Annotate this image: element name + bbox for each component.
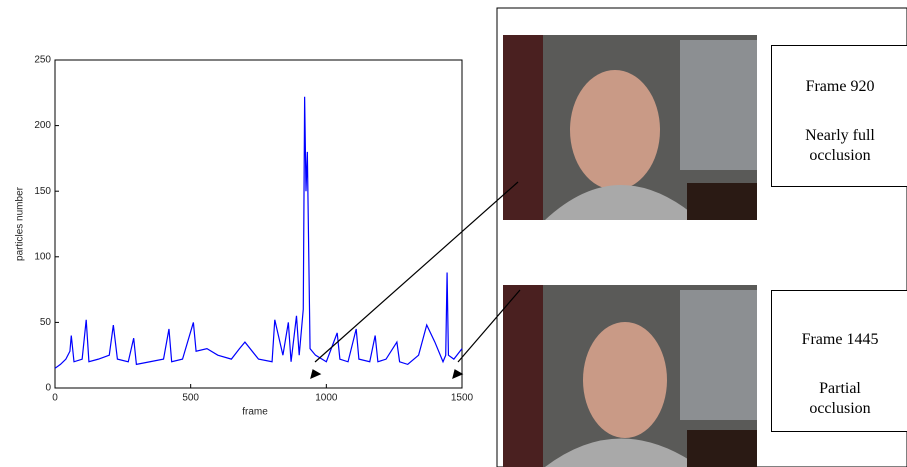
y-axis-label: particles number: [15, 186, 26, 261]
y-tick-label: 0: [45, 383, 51, 394]
photo: [503, 285, 757, 467]
plot-area: [55, 60, 462, 388]
annotation-frame: Frame 1445: [772, 331, 907, 349]
page: {"chart_data": {"type": "line", "x_label…: [0, 0, 907, 467]
y-tick-label: 250: [34, 55, 51, 66]
photo: [503, 35, 757, 220]
x-axis-label: frame: [242, 407, 268, 418]
x-tick-label: 500: [182, 393, 199, 404]
y-tick-label: 200: [34, 120, 51, 131]
annotation-label: Partial occlusion: [772, 379, 907, 419]
annotation-frame: Frame 920: [772, 78, 907, 96]
annotation-box: Frame 1445 Partial occlusion: [771, 290, 907, 432]
x-tick-label: 0: [52, 393, 58, 404]
annotation-label: Nearly full occlusion: [772, 126, 907, 166]
annotation-box: Frame 920 Nearly full occlusion: [771, 45, 907, 187]
x-tick-label: 1000: [315, 393, 338, 404]
x-tick-label: 1500: [451, 393, 474, 404]
y-tick-label: 150: [34, 186, 51, 197]
y-tick-label: 50: [40, 317, 52, 328]
y-tick-label: 100: [34, 251, 51, 262]
